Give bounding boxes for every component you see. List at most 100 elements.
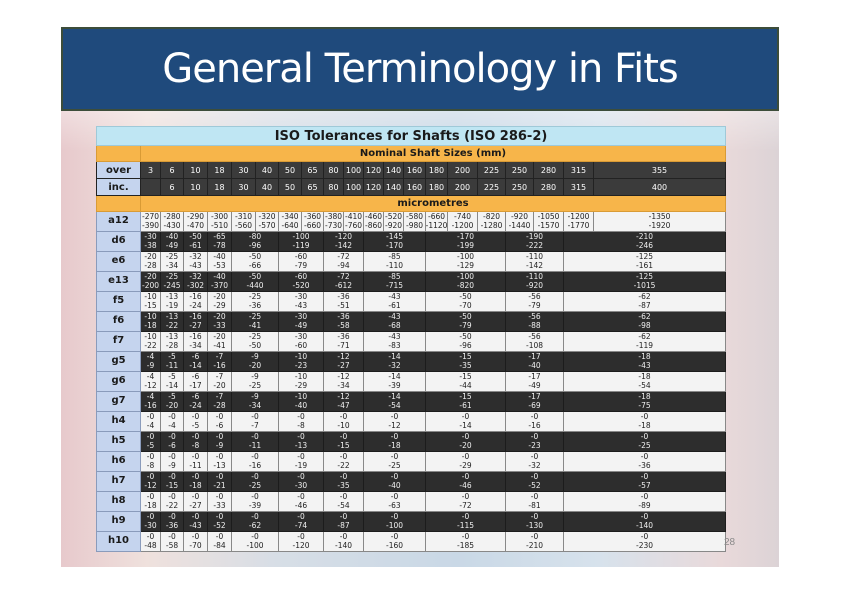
over-cell: 225: [477, 161, 506, 179]
tolerance-cell: -0 -62: [231, 511, 279, 532]
lower-deviation: -16: [248, 460, 262, 470]
upper-deviation: -0: [461, 432, 470, 441]
lower-deviation: -96: [248, 240, 262, 250]
upper-deviation: -72: [337, 252, 350, 261]
tolerance-cell-values: -16 -24: [185, 293, 207, 311]
tolerance-cell-values: -5 -20: [162, 393, 183, 411]
tolerance-cell-values: -0 -4: [162, 413, 183, 431]
tolerance-cell-values: -0 -70: [185, 533, 207, 551]
upper-deviation: -0: [215, 532, 224, 541]
lower-deviation: -660: [303, 220, 322, 230]
lower-deviation: -40: [294, 400, 308, 410]
tolerance-cell: -50 -440: [231, 271, 279, 292]
lower-deviation: -43: [638, 360, 651, 370]
lower-deviation: -49: [528, 380, 541, 390]
tolerance-cell: -43 -61: [363, 291, 426, 312]
tolerance-class-label: h4: [96, 411, 141, 432]
tolerance-cell: -0 -5: [140, 431, 161, 452]
lower-deviation: -14: [165, 380, 179, 390]
tolerance-cell: -0 -48: [140, 531, 161, 552]
tolerance-cell: -0 -11: [183, 451, 208, 472]
tolerance-cell: -9 -20: [231, 351, 279, 372]
tolerance-cell-values: -7 -16: [209, 353, 231, 371]
tolerance-cell: -62 -87: [562, 291, 727, 312]
upper-deviation: -13: [165, 292, 179, 301]
upper-deviation: -50: [248, 272, 262, 281]
tolerance-cell-values: -1200 -1770: [565, 213, 593, 231]
tolerance-cell: -110 -142: [505, 251, 564, 272]
tolerance-cell: -43 -68: [363, 311, 426, 332]
tolerance-cell-values: -65 -78: [209, 233, 231, 251]
upper-deviation: -4: [146, 372, 155, 381]
lower-deviation: -14: [189, 360, 202, 370]
lower-deviation: -1770: [567, 220, 590, 230]
tolerance-cell: -56 -108: [505, 331, 564, 352]
lower-deviation: -140: [635, 520, 654, 530]
tolerance-cell: -0 -18: [562, 411, 727, 432]
tolerance-cell-values: -17 -40: [507, 353, 563, 371]
tolerance-cell: -0 -23: [505, 431, 564, 452]
tolerance-cell-values: -0 -52: [209, 513, 231, 531]
tolerance-cell-values: -50 -440: [233, 272, 278, 291]
lower-deviation: -9: [168, 460, 176, 470]
inc-cell: 10: [183, 178, 208, 196]
tolerance-cell: -85 -110: [363, 251, 426, 272]
tolerance-cell: -6 -24: [183, 391, 208, 412]
lower-deviation: -17: [189, 380, 202, 390]
upper-deviation: -60: [294, 252, 308, 261]
upper-deviation: -80: [248, 232, 262, 241]
tolerance-cell-values: -0 -16: [507, 413, 563, 431]
upper-deviation: -36: [337, 312, 350, 321]
lower-deviation: -4: [168, 420, 176, 430]
tolerance-cell: -20 -28: [140, 251, 161, 272]
upper-deviation: -120: [334, 232, 353, 241]
tolerance-cell: -10 -18: [140, 311, 161, 332]
tolerance-cell: -0 -4: [160, 411, 184, 432]
inc-cell: 30: [231, 178, 256, 196]
lower-deviation: -66: [248, 260, 262, 270]
over-cell: 3: [140, 161, 161, 179]
inc-cell: 160: [403, 178, 426, 196]
tolerance-cell: -320 -570: [255, 211, 279, 232]
lower-deviation: -980: [405, 220, 424, 230]
upper-deviation: -0: [640, 432, 649, 441]
upper-deviation: -0: [146, 452, 155, 461]
tolerance-cell-values: -0 -20: [427, 432, 505, 451]
upper-deviation: -0: [640, 512, 649, 521]
tolerance-cell-values: -20 -41: [209, 333, 231, 351]
tolerance-cell: -0 -8: [278, 411, 324, 432]
lower-deviation: -25: [638, 440, 651, 450]
upper-deviation: -290: [186, 212, 205, 221]
tolerance-cell-values: -0 -63: [365, 493, 425, 511]
upper-deviation: -32: [189, 272, 202, 281]
tolerance-cell: -14 -32: [363, 351, 426, 372]
upper-deviation: -60: [294, 272, 308, 281]
tolerance-cell-values: -0 -100: [365, 513, 425, 531]
tolerance-class-label: e6: [96, 251, 141, 272]
over-label: over: [96, 161, 141, 179]
tolerance-cell: -6 -14: [183, 351, 208, 372]
over-cell: 120: [363, 161, 384, 179]
lower-deviation: -920: [384, 220, 403, 230]
tolerance-cell: -0 -43: [183, 511, 208, 532]
upper-deviation: -145: [385, 232, 404, 241]
tolerance-cell: -16 -34: [183, 331, 208, 352]
upper-deviation: -0: [168, 472, 176, 481]
unit-empty: [96, 195, 141, 212]
upper-deviation: -125: [635, 272, 654, 281]
upper-deviation: -100: [292, 232, 310, 241]
tolerance-cell-values: -0 -13: [280, 433, 323, 451]
lower-deviation: -23: [528, 440, 541, 450]
tolerance-cell-values: -170 -199: [427, 233, 505, 251]
tolerance-cell-values: -0 -72: [427, 493, 505, 511]
lower-deviation: -34: [165, 260, 179, 270]
tolerance-cell-values: -50 -79: [427, 313, 505, 331]
upper-deviation: -40: [165, 232, 179, 241]
lower-deviation: -34: [248, 400, 262, 410]
tolerance-cell: -15 -35: [425, 351, 506, 372]
tolerance-cell-values: -5 -14: [162, 373, 183, 391]
tolerance-cell-values: -12 -27: [325, 353, 363, 371]
upper-deviation: -100: [456, 252, 475, 261]
tolerance-cell-values: -43 -83: [365, 333, 425, 351]
lower-deviation: -62: [248, 520, 262, 530]
